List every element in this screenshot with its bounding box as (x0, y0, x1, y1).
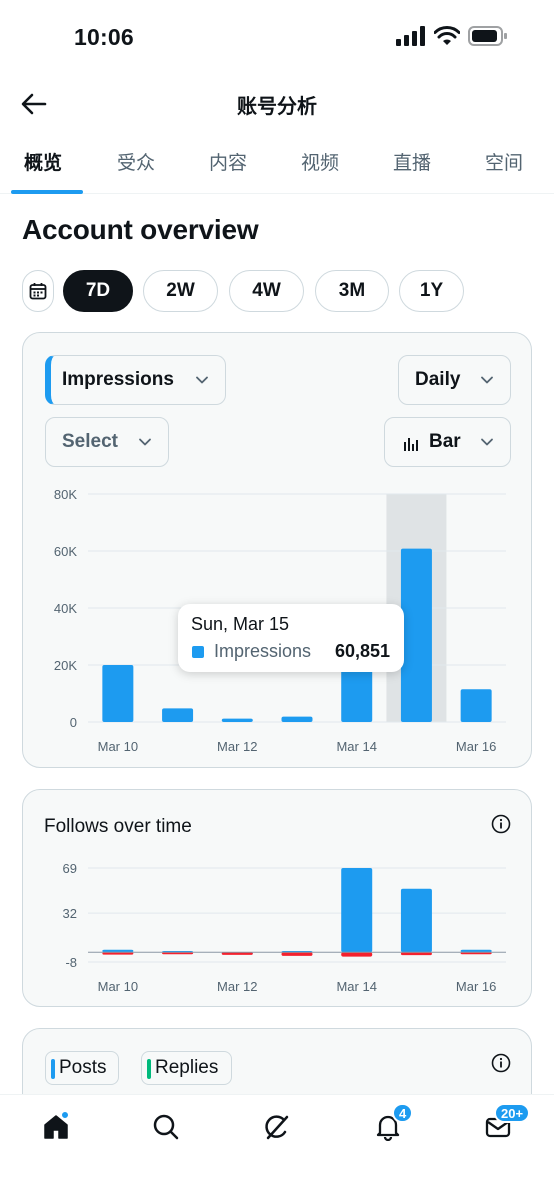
chart-tooltip: Sun, Mar 15 Impressions 60,851 (178, 604, 404, 672)
section-title: Account overview (22, 214, 259, 245)
grok-icon (265, 1115, 289, 1140)
posts-chip-label: Posts (59, 1057, 107, 1078)
replies-chip[interactable]: Replies (141, 1051, 232, 1085)
metric-dropdown[interactable]: Impressions (45, 355, 226, 405)
home-icon (44, 1115, 68, 1139)
replies-chip-color (147, 1059, 151, 1079)
impressions-card: Impressions Daily Select Bar (22, 332, 532, 768)
top-bar: 账号分析 (0, 78, 554, 130)
battery-icon (468, 26, 507, 46)
range-3m-button[interactable]: 3M (315, 270, 389, 312)
nav-search[interactable] (146, 1107, 186, 1147)
chevron-down-icon (139, 438, 151, 446)
range-7d-button[interactable]: 7D (63, 270, 133, 312)
follows-card: Follows over time (22, 789, 532, 1007)
chart-type-dropdown-label: Bar (429, 431, 461, 452)
chart-type-dropdown[interactable]: Bar (384, 417, 511, 467)
home-unread-dot (61, 1111, 69, 1119)
tab-content[interactable]: 内容 (209, 152, 248, 174)
chevron-down-icon (481, 376, 493, 384)
tooltip-date: Sun, Mar 15 (191, 614, 290, 634)
search-icon (153, 1114, 179, 1140)
bar-chart-icon (404, 438, 418, 451)
tooltip-series: Impressions (214, 641, 312, 661)
bottom-nav: 4 20+ (0, 1094, 554, 1200)
nav-grok[interactable] (257, 1107, 297, 1147)
range-1y-button[interactable]: 1Y (399, 270, 464, 312)
status-icons (396, 26, 508, 46)
posts-chip-color (51, 1059, 55, 1079)
range-4w-button[interactable]: 4W (229, 270, 304, 312)
chevron-down-icon (196, 376, 208, 384)
back-arrow-icon (21, 93, 47, 115)
page-title: 账号分析 (237, 94, 317, 118)
metric-dropdown-label: Impressions (62, 369, 174, 390)
tab-active-indicator (11, 190, 83, 194)
range-2w-button[interactable]: 2W (143, 270, 218, 312)
info-icon[interactable] (491, 1053, 511, 1073)
replies-chip-label: Replies (155, 1057, 219, 1078)
signal-icon (396, 26, 425, 46)
tab-overview[interactable]: 概览 (24, 152, 63, 174)
posts-chip[interactable]: Posts (45, 1051, 119, 1085)
tooltip-value: 60,851 (334, 641, 390, 661)
nav-messages[interactable]: 20+ (478, 1103, 531, 1147)
compare-dropdown[interactable]: Select (45, 417, 169, 467)
tab-spaces[interactable]: 空间 (485, 152, 524, 174)
info-icon[interactable] (491, 814, 511, 834)
status-time: 10:06 (74, 24, 134, 50)
compare-dropdown-label: Select (62, 431, 118, 452)
messages-badge: 20+ (494, 1103, 531, 1123)
tab-bar: 概览 受众 内容 视频 直播 空间 (0, 136, 554, 194)
follows-card-title: Follows over time (44, 816, 192, 837)
tab-audience[interactable]: 受众 (117, 152, 156, 174)
notifications-badge: 4 (392, 1103, 414, 1123)
nav-notifications[interactable]: 4 (368, 1103, 414, 1147)
tab-live[interactable]: 直播 (393, 152, 432, 174)
calendar-button[interactable] (22, 270, 54, 312)
tooltip-swatch (192, 646, 204, 658)
status-bar: 10:06 (0, 0, 554, 76)
nav-home[interactable] (36, 1107, 76, 1147)
calendar-icon (29, 283, 47, 300)
interval-dropdown[interactable]: Daily (398, 355, 511, 405)
interval-dropdown-label: Daily (415, 369, 461, 390)
back-button[interactable] (16, 86, 52, 122)
wifi-icon (434, 26, 460, 45)
bell-icon (376, 1115, 400, 1141)
chevron-down-icon (481, 438, 493, 446)
tab-video[interactable]: 视频 (301, 152, 340, 174)
